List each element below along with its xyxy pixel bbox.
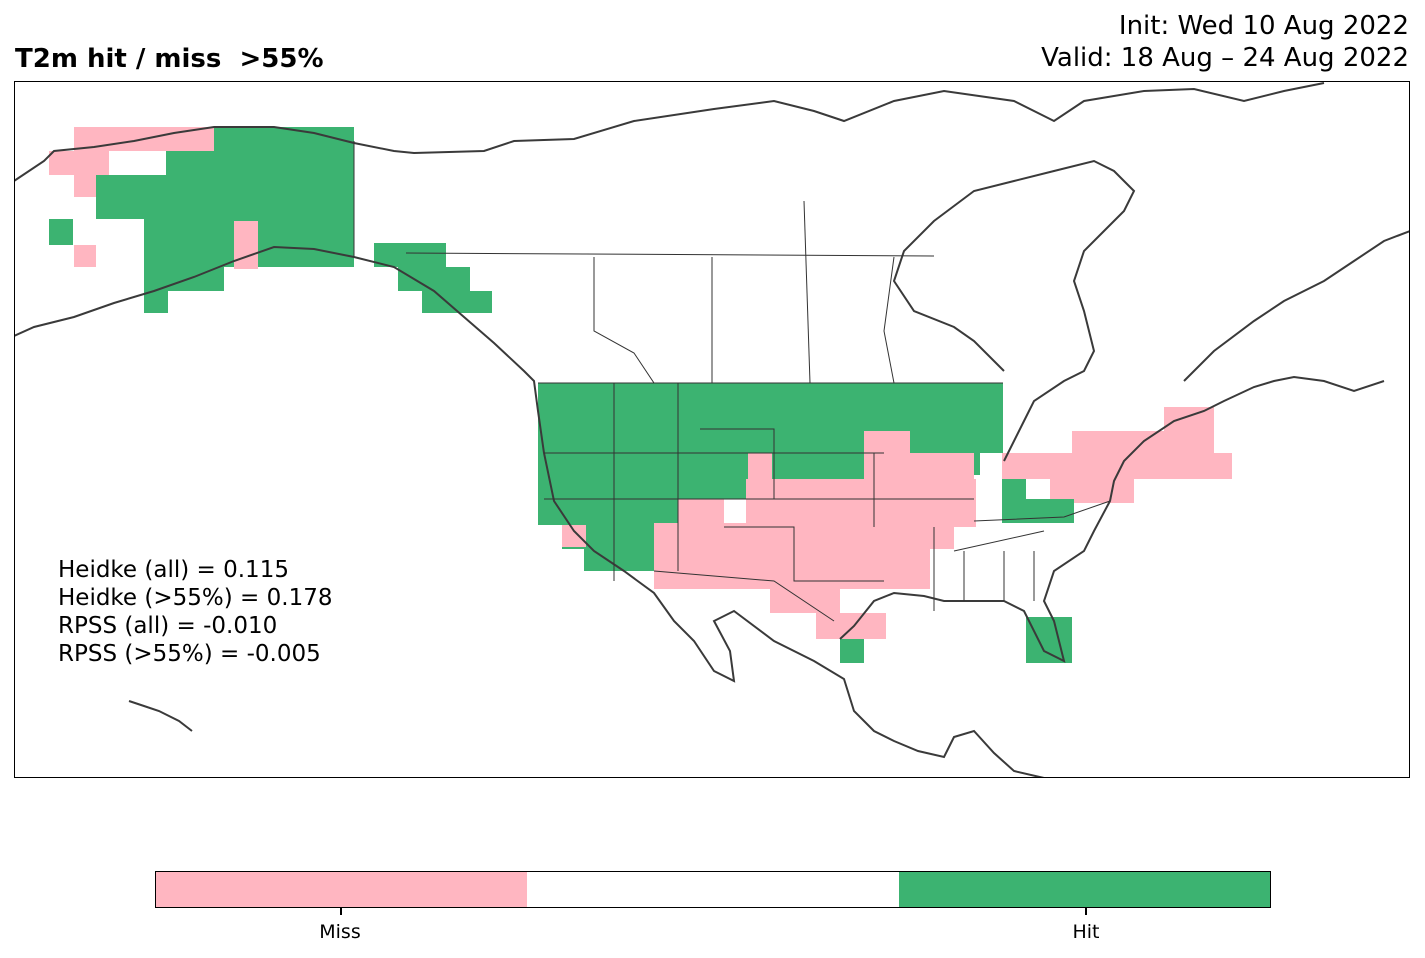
heidke-55: Heidke (>55%) = 0.178 (58, 585, 333, 611)
colorbar-label-miss: Miss (319, 921, 361, 943)
colorbar-miss-segment (156, 872, 528, 907)
political-borders (353, 141, 1111, 622)
colorbar (155, 871, 1271, 908)
colorbar-hit-segment (898, 872, 1270, 907)
colorbar-tick-miss (340, 908, 342, 915)
rpss-55: RPSS (>55%) = -0.005 (58, 641, 321, 667)
colorbar-label-hit: Hit (1072, 921, 1100, 943)
score-stats: Heidke (all) = 0.115 Heidke (>55%) = 0.1… (58, 556, 332, 668)
hit-miss-map (14, 81, 1410, 778)
date-header: Init: Wed 10 Aug 2022 Valid: 18 Aug – 24… (1041, 10, 1409, 74)
coastlines (14, 82, 1410, 778)
alaska-cells (49, 127, 492, 313)
heidke-all: Heidke (all) = 0.115 (58, 557, 289, 583)
valid-range: Valid: 18 Aug – 24 Aug 2022 (1041, 43, 1409, 73)
rpss-all: RPSS (all) = -0.010 (58, 613, 278, 639)
init-date: Init: Wed 10 Aug 2022 (1118, 11, 1409, 41)
colorbar-tick-hit (1085, 908, 1087, 915)
conus-cells (538, 383, 1232, 663)
colorbar-neutral-segment (527, 872, 899, 907)
map-title: T2m hit / miss >55% (15, 44, 324, 74)
